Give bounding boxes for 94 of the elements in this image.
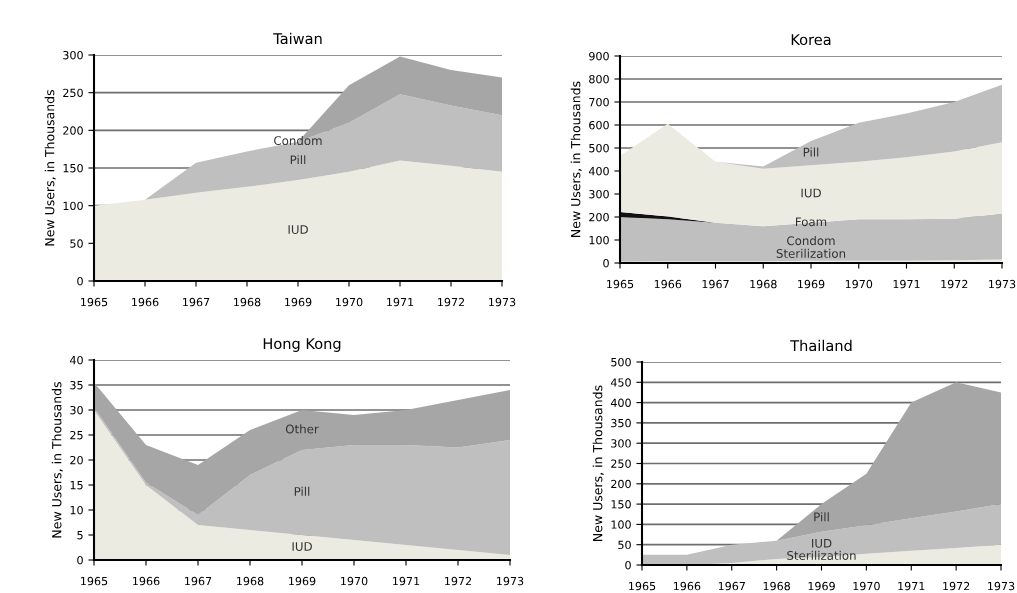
y-tick-label: 400 xyxy=(610,398,631,407)
series-label: Condom xyxy=(274,135,322,146)
x-tick-label: 1965 xyxy=(81,297,108,307)
x-tick-label: 1970 xyxy=(341,576,368,586)
x-tick-label: 1968 xyxy=(750,279,777,289)
y-tick-label: 50 xyxy=(618,540,631,550)
x-tick-label: 1971 xyxy=(893,279,920,289)
x-tick-label: 1967 xyxy=(718,581,745,591)
x-tick-label: 1967 xyxy=(185,576,212,586)
y-tick-label: 0 xyxy=(625,560,631,570)
series-label: IUD xyxy=(801,188,821,198)
x-tick-label: 1972 xyxy=(438,297,465,307)
y-tick-label: 35 xyxy=(70,380,83,390)
y-tick-label: 250 xyxy=(63,88,83,98)
y-tick-label: 0 xyxy=(603,258,609,268)
x-tick-label: 1970 xyxy=(845,279,873,289)
x-tick-label: 1966 xyxy=(133,576,160,586)
series-label: Sterilization xyxy=(776,248,846,258)
series-label: IUD xyxy=(288,225,308,234)
y-tick-label: 100 xyxy=(589,235,609,245)
y-tick-label: 100 xyxy=(611,520,631,529)
x-tick-label: 1967 xyxy=(183,297,210,307)
x-tick-label: 1973 xyxy=(497,576,524,586)
x-tick-label: 1965 xyxy=(607,279,634,289)
chart-title: Thailand xyxy=(790,339,852,352)
chart-title: Taiwan xyxy=(273,32,322,45)
series-label: Pill xyxy=(803,147,819,157)
x-tick-label: 1967 xyxy=(702,279,729,289)
x-tick-label: 1966 xyxy=(654,279,682,289)
y-tick-label: 400 xyxy=(588,166,609,176)
y-tick-label: 150 xyxy=(63,163,83,173)
y-tick-label: 150 xyxy=(611,500,631,509)
x-tick-label: 1971 xyxy=(898,581,925,591)
x-tick-label: 1968 xyxy=(234,297,261,307)
x-tick-label: 1969 xyxy=(285,297,312,307)
x-tick-label: 1971 xyxy=(387,297,414,307)
y-tick-label: 500 xyxy=(611,357,631,367)
x-tick-label: 1965 xyxy=(629,581,656,591)
y-tick-label: 0 xyxy=(77,555,83,565)
y-tick-label: 0 xyxy=(77,276,83,286)
chart-title: Korea xyxy=(791,34,831,46)
y-tick-label: 600 xyxy=(589,120,609,130)
y-tick-label: 300 xyxy=(589,189,609,199)
x-tick-label: 1973 xyxy=(489,297,516,307)
x-tick-label: 1970 xyxy=(336,297,363,307)
series-label: Condom xyxy=(787,236,835,246)
x-tick-label: 1965 xyxy=(81,576,108,586)
x-tick-label: 1969 xyxy=(798,279,825,289)
x-tick-label: 1972 xyxy=(943,581,970,591)
x-tick-label: 1972 xyxy=(941,279,968,289)
x-tick-label: 1966 xyxy=(673,581,701,591)
y-tick-label: 200 xyxy=(63,126,83,135)
y-tick-label: 25 xyxy=(70,430,83,440)
series-label: IUD xyxy=(292,542,312,551)
x-tick-label: 1973 xyxy=(989,279,1016,289)
x-tick-label: 1969 xyxy=(289,576,316,586)
y-tick-label: 40 xyxy=(69,355,83,365)
x-tick-label: 1971 xyxy=(393,576,420,586)
y-tick-label: 900 xyxy=(589,51,609,61)
y-tick-label: 10 xyxy=(70,505,83,515)
y-tick-label: 300 xyxy=(63,50,83,60)
y-axis-title: New Users, in Thousands xyxy=(592,385,604,541)
y-tick-label: 30 xyxy=(70,405,83,415)
y-tick-label: 250 xyxy=(611,459,631,468)
y-tick-label: 15 xyxy=(70,481,83,490)
y-tick-label: 20 xyxy=(70,455,83,465)
series-label: Sterilization xyxy=(787,550,856,560)
y-tick-label: 50 xyxy=(70,239,83,248)
x-tick-label: 1970 xyxy=(853,581,880,591)
series-label: Pill xyxy=(814,512,829,522)
x-tick-label: 1968 xyxy=(763,581,790,591)
y-tick-label: 450 xyxy=(610,378,631,387)
y-tick-label: 100 xyxy=(63,201,83,211)
y-axis-title: New Users, in Thousands xyxy=(51,381,63,538)
series-label: Pill xyxy=(290,155,306,165)
y-tick-label: 300 xyxy=(611,439,631,448)
y-tick-label: 800 xyxy=(589,74,609,84)
y-axis-title: New Users, in Thousands xyxy=(44,89,56,246)
x-tick-label: 1969 xyxy=(808,581,835,591)
y-tick-label: 200 xyxy=(589,212,609,222)
y-tick-label: 500 xyxy=(589,143,609,153)
x-tick-label: 1966 xyxy=(132,297,159,307)
x-tick-label: 1973 xyxy=(988,581,1015,591)
y-tick-label: 700 xyxy=(589,97,609,107)
y-tick-label: 350 xyxy=(611,418,631,428)
chart-title: Hong Kong xyxy=(263,338,341,352)
x-tick-label: 1968 xyxy=(237,576,264,586)
series-label: IUD xyxy=(812,538,832,548)
y-tick-label: 200 xyxy=(611,479,631,489)
x-tick-label: 1972 xyxy=(445,576,472,586)
y-axis-title: New Users, in Thousands xyxy=(570,81,582,237)
series-label: Pill xyxy=(294,486,310,496)
y-tick-label: 5 xyxy=(77,531,83,540)
series-label: Other xyxy=(285,424,319,434)
